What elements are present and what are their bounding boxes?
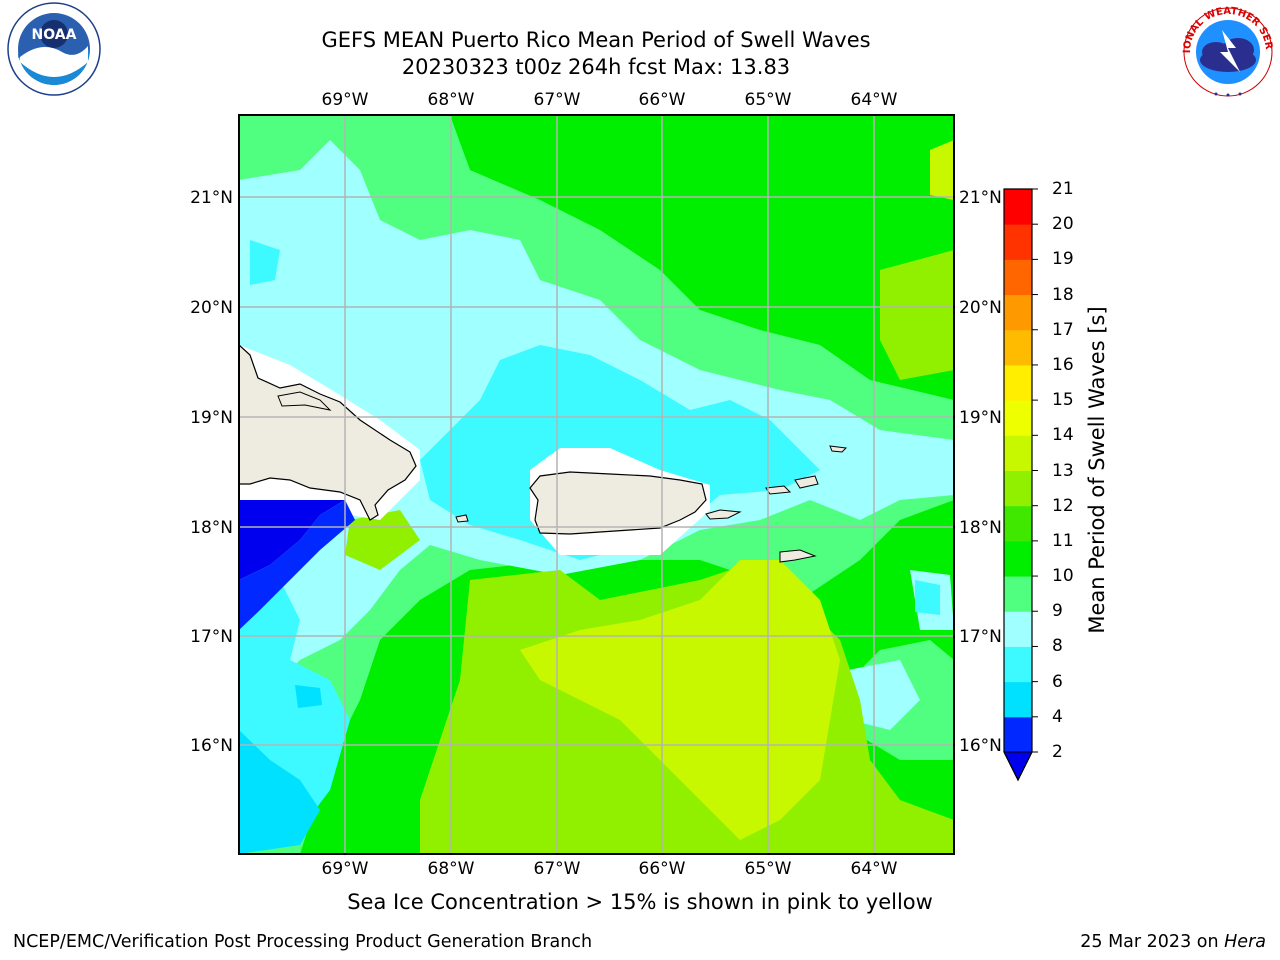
land-anegada	[829, 445, 848, 453]
land-virgin-islands	[794, 475, 819, 489]
period-region-2-4	[239, 500, 355, 630]
colorbar-tick-label: 8	[1052, 636, 1063, 657]
colorbar-swatch	[1004, 646, 1032, 683]
colorbar-tick-label: 6	[1052, 671, 1063, 692]
lon-label-bottom: 68°W	[428, 859, 475, 879]
footer-credit: NCEP/EMC/Verification Post Processing Pr…	[13, 932, 593, 952]
colorbar-tick-label: 21	[1052, 179, 1074, 199]
colorbar-swatch	[1004, 224, 1032, 260]
colorbar-tick-label: 16	[1052, 354, 1074, 375]
sea-ice-note: Sea Ice Concentration > 15% is shown in …	[0, 890, 1280, 914]
lon-label-bottom: 66°W	[639, 859, 686, 879]
colorbar-tick-label: 14	[1052, 425, 1074, 446]
colorbar-swatch	[1004, 259, 1032, 296]
period-region-6-8	[915, 580, 940, 615]
colorbar-tick-label: 11	[1052, 530, 1074, 551]
colorbar-tick-label: 9	[1052, 601, 1063, 622]
lon-label-bottom: 65°W	[745, 859, 792, 879]
land-tortuga	[277, 391, 332, 411]
lat-label-right: 20°N	[959, 298, 1002, 318]
period-region-8-9	[848, 660, 920, 730]
colorbar-title: Mean Period of Swell Waves [s]	[1085, 306, 1109, 634]
period-region-12-13	[520, 560, 840, 840]
colorbar-swatch	[1004, 400, 1032, 436]
period-region-4-6	[295, 685, 322, 708]
colorbar	[1003, 188, 1038, 782]
colorbar-swatch	[1004, 189, 1032, 225]
colorbar-swatch	[1004, 505, 1032, 542]
noaa-logo-text: NOAA	[32, 27, 77, 43]
map-area	[239, 115, 954, 854]
nws-logo-icon: NATIONAL WEATHER SERVICE	[1176, 2, 1274, 97]
period-region-11-12	[345, 510, 420, 570]
lat-label-right: 16°N	[959, 736, 1002, 756]
colorbar-tick-label: 20	[1052, 214, 1074, 235]
lon-label-top: 68°W	[428, 90, 475, 110]
lon-label-bottom: 69°W	[322, 859, 369, 879]
lon-label-top: 64°W	[851, 90, 898, 110]
colorbar-swatch	[1004, 364, 1032, 401]
chart-subtitle: 20230323 t00z 264h fcst Max: 13.83	[401, 55, 791, 79]
lat-label-left: 17°N	[190, 627, 233, 647]
footer-date: 25 Mar 2023 on Hera	[1080, 932, 1266, 952]
lon-label-top: 66°W	[639, 90, 686, 110]
lon-label-bottom: 64°W	[851, 859, 898, 879]
colorbar-swatch	[1004, 294, 1032, 331]
lon-label-top: 67°W	[534, 90, 581, 110]
lat-label-left: 20°N	[190, 298, 233, 318]
colorbar-tick-label: 19	[1052, 249, 1074, 270]
colorbar-swatch	[1004, 681, 1032, 718]
colorbar-swatch	[1004, 716, 1032, 753]
lon-label-top: 69°W	[322, 90, 369, 110]
colorbar-tick-label: 4	[1052, 706, 1063, 727]
lon-label-top: 65°W	[745, 90, 792, 110]
map-frame	[238, 114, 955, 855]
period-region-6-8	[250, 240, 280, 285]
period-region-12-13	[930, 140, 954, 200]
colorbar-swatch	[1004, 329, 1032, 366]
period-region-2-4	[239, 500, 345, 580]
colorbar-tick-label: 10	[1052, 566, 1074, 587]
land-st-croix	[779, 549, 817, 563]
land-vieques	[705, 509, 742, 520]
colorbar-swatch	[1004, 540, 1032, 577]
period-region-11-12	[880, 250, 954, 380]
lat-label-right: 18°N	[959, 518, 1002, 538]
footer-host: Hera	[1224, 932, 1266, 952]
colorbar-swatch	[1004, 576, 1032, 612]
colorbar-tick-label: 12	[1052, 495, 1074, 516]
map-gridlines	[239, 115, 954, 854]
lat-label-right: 19°N	[959, 408, 1002, 428]
land-mona	[455, 514, 469, 523]
lat-label-left: 19°N	[190, 408, 233, 428]
colorbar-swatch	[1004, 435, 1032, 471]
footer-date-text: 25 Mar 2023 on	[1080, 932, 1219, 952]
lat-label-right: 21°N	[959, 188, 1002, 208]
period-region-4-6	[239, 730, 320, 854]
lon-label-bottom: 67°W	[534, 859, 581, 879]
noaa-logo-icon: NOAA	[7, 2, 101, 96]
colorbar-tick-label: 13	[1052, 460, 1074, 481]
colorbar-tick-label: 15	[1052, 390, 1074, 411]
chart-title: GEFS MEAN Puerto Rico Mean Period of Swe…	[321, 28, 871, 52]
colorbar-swatch	[1004, 611, 1032, 647]
colorbar-tick-label: 18	[1052, 284, 1074, 305]
colorbar-tick-label: 2	[1052, 742, 1063, 762]
colorbar-tick-label: 17	[1052, 319, 1074, 340]
lat-label-left: 21°N	[190, 188, 233, 208]
colorbar-swatch	[1004, 470, 1032, 507]
lat-label-right: 17°N	[959, 627, 1002, 647]
lat-label-left: 18°N	[190, 518, 233, 538]
colorbar-extend-arrow	[1003, 751, 1033, 782]
lat-label-left: 16°N	[190, 736, 233, 756]
land-hispaniola	[239, 344, 417, 521]
sea-ice-note-text: Sea Ice Concentration > 15% is shown in …	[347, 890, 933, 914]
